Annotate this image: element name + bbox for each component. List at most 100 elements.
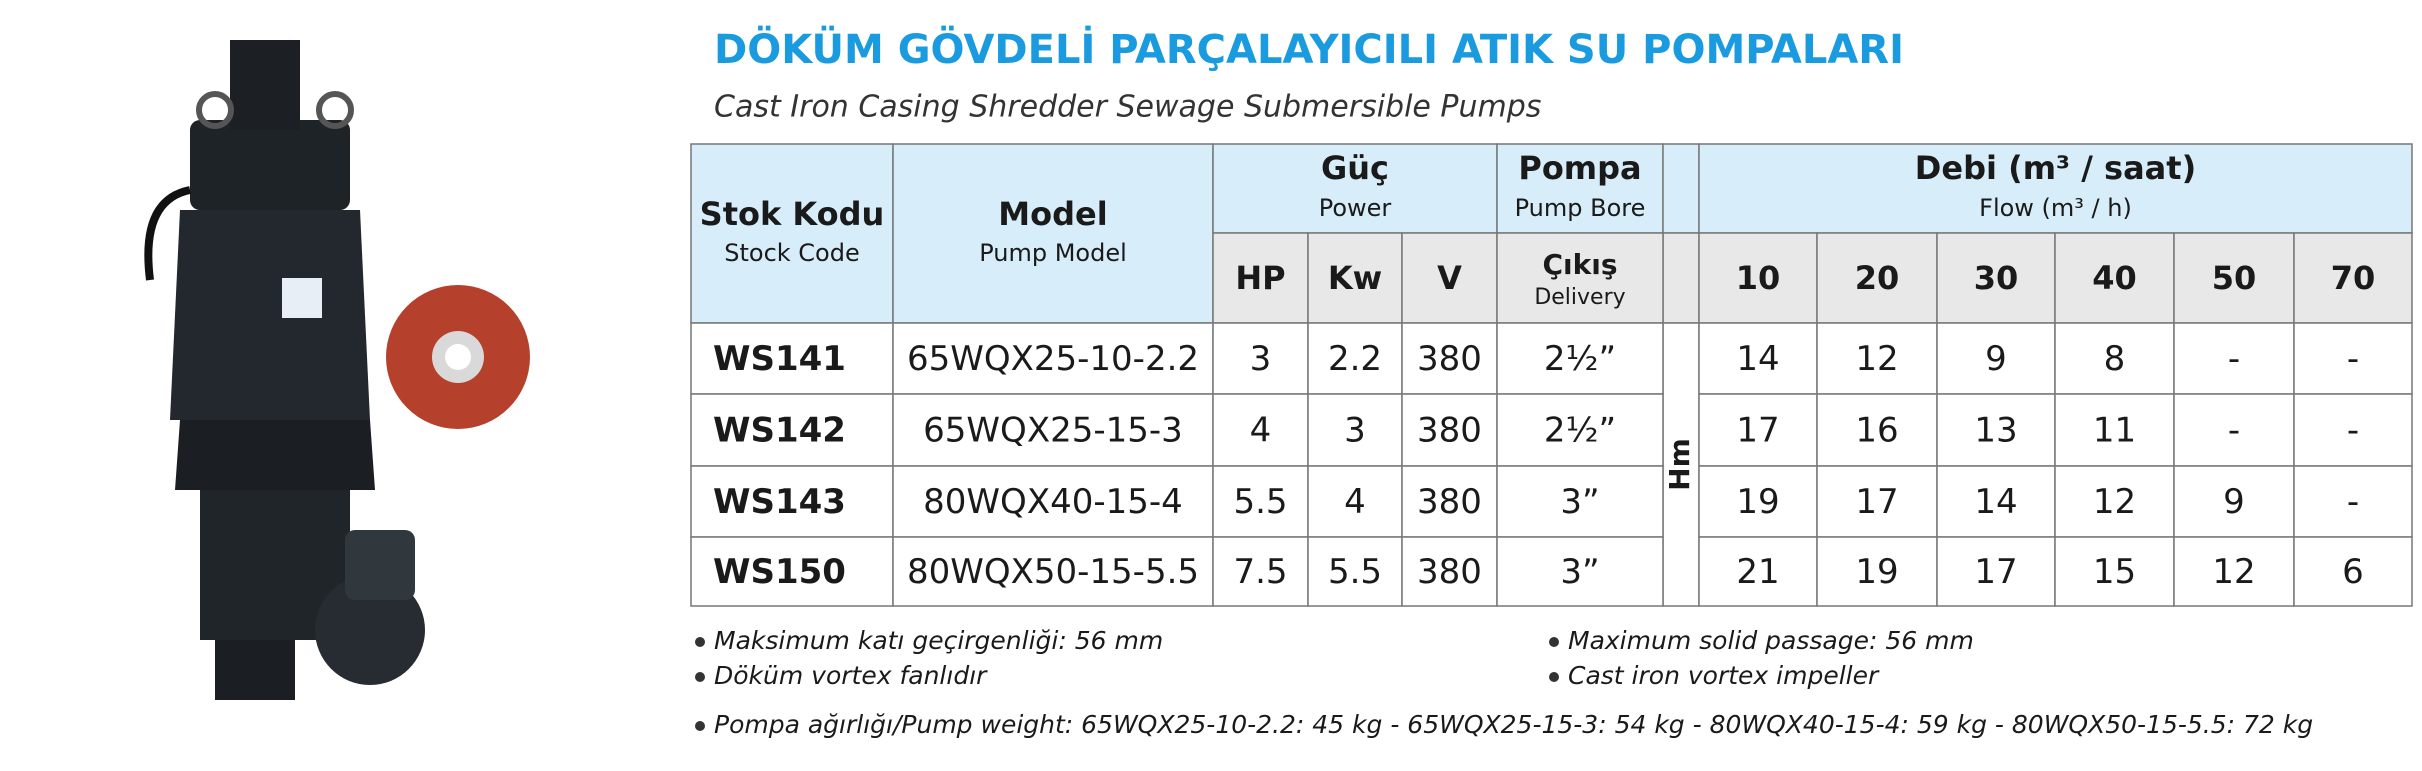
table-cell: [892, 536, 1214, 607]
table-cell: [2054, 465, 2175, 538]
cell-text: Hm: [1663, 438, 1696, 491]
table-cell: [1816, 393, 1938, 467]
cell-text: 20: [1855, 259, 1900, 297]
cell-text: 12: [2212, 552, 2255, 592]
table-cell: [1662, 143, 1700, 234]
cell-text: 380: [1417, 482, 1482, 522]
table-cell: [690, 536, 894, 607]
cell-text: 65WQX25-15-3: [923, 411, 1183, 451]
cell-text: Stock Code: [724, 239, 860, 267]
cell-text: 40: [2092, 259, 2137, 297]
cell-text: 17: [1736, 411, 1779, 451]
table-cell: [2054, 393, 2175, 467]
cell-text: 12: [2093, 482, 2136, 522]
table-cell: [1496, 143, 1664, 234]
table-cell: [690, 322, 894, 395]
note: Döküm vortex fanlıdır: [714, 661, 988, 690]
cell-text: 19: [1736, 482, 1779, 522]
table-cell: [1496, 465, 1664, 538]
cell-text: 380: [1417, 411, 1482, 451]
table-cell: [1698, 536, 1818, 607]
table-cell: [892, 393, 1214, 467]
table-cell: [1212, 393, 1309, 467]
table-cell: [690, 143, 894, 324]
cell-text: Kw: [1328, 259, 1382, 297]
cell-text: 6: [2342, 552, 2364, 592]
cell-text: 50: [2212, 259, 2257, 297]
cell-text: 4: [1344, 482, 1366, 522]
subtitle: Cast Iron Casing Shredder Sewage Submers…: [714, 90, 1541, 125]
cell-text: 15: [2093, 552, 2136, 592]
table-cell: [1816, 322, 1938, 395]
cell-text: Debi (m³ / saat): [1915, 149, 2196, 187]
cell-text: Flow (m³ / h): [1979, 194, 2132, 222]
cell-text: 9: [2223, 482, 2245, 522]
table-cell: [1401, 536, 1498, 607]
cell-text: 16: [1855, 411, 1898, 451]
bullet: [695, 672, 705, 682]
table-cell: [892, 465, 1214, 538]
cell-text: WS150: [713, 552, 846, 592]
table-cell: [2054, 232, 2175, 324]
table-cell: [1698, 143, 2413, 234]
cell-text: 2.2: [1328, 339, 1382, 379]
cell-text: 3”: [1560, 552, 1599, 592]
cell-text: 19: [1855, 552, 1898, 592]
table-cell: [1212, 232, 1309, 324]
note: Maximum solid passage: 56 mm: [1568, 626, 1974, 655]
cell-text: 17: [1974, 552, 2017, 592]
table-cell: [1307, 465, 1403, 538]
table-cell: [2054, 322, 2175, 395]
cell-text: 65WQX25-10-2.2: [907, 339, 1199, 379]
table-cell: [892, 143, 1214, 324]
cell-text: Güç: [1321, 149, 1389, 187]
table-cell: [1662, 232, 1700, 324]
cell-text: 5.5: [1328, 552, 1382, 592]
table-cell: [2173, 465, 2295, 538]
cell-text: Pompa: [1518, 149, 1641, 187]
cell-text: WS142: [713, 411, 846, 451]
cell-text: 4: [1250, 411, 1272, 451]
table-cell: [892, 322, 1214, 395]
table-cell: [1816, 232, 1938, 324]
cell-text: 7.5: [1233, 552, 1287, 592]
bullet: [1549, 637, 1559, 647]
table-cell: [2173, 232, 2295, 324]
table-cell: [1698, 393, 1818, 467]
cell-text: -: [2347, 339, 2359, 379]
cell-text: -: [2347, 411, 2359, 451]
table-cell: [1698, 232, 1818, 324]
cell-text: Çıkış: [1542, 248, 1617, 281]
bullet: [1549, 672, 1559, 682]
cell-text: 2½”: [1544, 339, 1616, 379]
cell-text: WS143: [713, 482, 846, 522]
cell-text: 8: [2104, 339, 2126, 379]
cell-text: 380: [1417, 552, 1482, 592]
cell-text: 17: [1855, 482, 1898, 522]
cell-text: 2½”: [1544, 411, 1616, 451]
table-cell: [2173, 536, 2295, 607]
cell-text: 380: [1417, 339, 1482, 379]
cell-text: 5.5: [1233, 482, 1287, 522]
table-cell: [1307, 232, 1403, 324]
table-cell: [1212, 536, 1309, 607]
cell-text: Delivery: [1534, 285, 1625, 310]
cell-text: Model: [998, 195, 1107, 233]
cell-text: Pump Model: [979, 239, 1127, 267]
table-cell: [2293, 232, 2413, 324]
cell-text: 9: [1985, 339, 2007, 379]
cell-text: WS141: [713, 339, 846, 379]
table-cell: [1496, 393, 1664, 467]
pump-image: [144, 40, 530, 700]
table-cell: [2173, 322, 2295, 395]
cell-text: 3”: [1560, 482, 1599, 522]
table-cell: [1496, 536, 1664, 607]
table-cell: [690, 465, 894, 538]
cell-text: 80WQX40-15-4: [923, 482, 1183, 522]
cell-text: 10: [1736, 259, 1781, 297]
cell-text: 21: [1736, 552, 1779, 592]
table-cell: [1307, 536, 1403, 607]
cell-text: -: [2228, 339, 2240, 379]
cell-text: 14: [1736, 339, 1779, 379]
